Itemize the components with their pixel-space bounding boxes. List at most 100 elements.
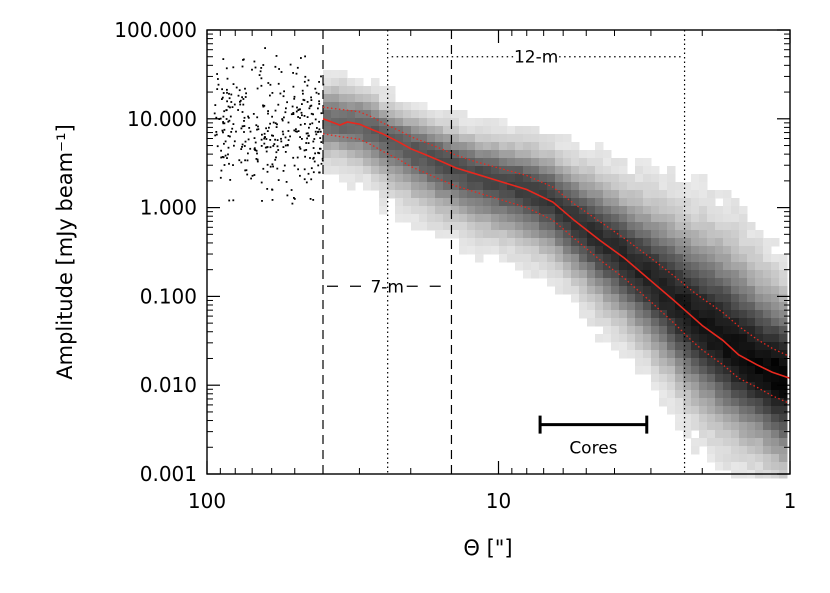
- density-cell: [339, 94, 348, 103]
- data-point: [246, 173, 249, 176]
- density-cell: [339, 110, 348, 119]
- density-cell: [683, 390, 692, 399]
- density-cell: [755, 350, 764, 359]
- density-cell: [603, 238, 612, 247]
- density-cell: [563, 134, 572, 143]
- density-cell: [467, 166, 476, 175]
- data-point: [320, 75, 322, 78]
- density-cell: [739, 278, 748, 287]
- density-cell: [683, 382, 692, 391]
- density-cell: [475, 118, 484, 127]
- density-cell: [683, 254, 692, 263]
- density-cell: [723, 422, 732, 431]
- density-cell: [667, 374, 676, 383]
- density-cell: [499, 230, 508, 239]
- density-cell: [731, 462, 740, 471]
- density-cell: [427, 158, 436, 167]
- data-point: [260, 77, 263, 80]
- data-point: [307, 142, 310, 144]
- density-cell: [627, 198, 636, 207]
- density-cell: [659, 390, 668, 399]
- data-point: [254, 141, 257, 144]
- density-cell: [563, 262, 572, 271]
- density-cell: [667, 206, 676, 215]
- density-cell: [443, 230, 452, 239]
- density-cell: [499, 222, 508, 231]
- data-point: [271, 163, 274, 166]
- density-cell: [683, 262, 692, 271]
- density-cell: [715, 238, 724, 247]
- data-point: [255, 158, 258, 160]
- density-cell: [611, 310, 620, 319]
- y-axis-title: Amplitude [mJy beam⁻¹]: [53, 124, 77, 380]
- data-point: [214, 134, 217, 137]
- data-point: [241, 146, 243, 148]
- density-cell: [723, 350, 732, 359]
- density-cell: [619, 286, 628, 295]
- data-point: [257, 125, 259, 128]
- density-cell: [779, 318, 788, 327]
- data-point: [233, 103, 236, 106]
- data-point: [276, 145, 279, 148]
- density-cell: [427, 206, 436, 215]
- density-cell: [691, 422, 700, 431]
- density-cell: [715, 398, 724, 407]
- density-cell: [731, 230, 740, 239]
- data-point: [282, 133, 285, 136]
- density-cell: [347, 182, 356, 191]
- density-cell: [339, 134, 348, 143]
- density-cell: [643, 214, 652, 223]
- density-cell: [715, 294, 724, 303]
- density-cell: [507, 158, 516, 167]
- density-cell: [771, 430, 780, 439]
- density-cell: [579, 262, 588, 271]
- density-cell: [475, 230, 484, 239]
- density-cell: [731, 270, 740, 279]
- density-cell: [771, 438, 780, 447]
- density-cell: [539, 262, 548, 271]
- density-cell: [339, 102, 348, 111]
- density-cell: [539, 158, 548, 167]
- density-cell: [779, 270, 788, 279]
- density-cell: [779, 254, 788, 263]
- density-cell: [707, 422, 716, 431]
- density-cell: [483, 190, 492, 199]
- density-cell: [611, 294, 620, 303]
- density-cell: [739, 222, 748, 231]
- density-cell: [547, 174, 556, 183]
- density-cell: [555, 246, 564, 255]
- density-cell: [467, 174, 476, 183]
- data-point: [216, 88, 219, 90]
- density-cell: [619, 326, 628, 335]
- density-cell: [339, 166, 348, 175]
- density-cell: [595, 262, 604, 271]
- density-cell: [771, 374, 780, 383]
- density-cell: [587, 262, 596, 271]
- density-cell: [715, 438, 724, 447]
- density-cell: [707, 246, 716, 255]
- density-cell: [403, 214, 412, 223]
- data-point: [223, 164, 226, 166]
- data-point: [315, 91, 318, 94]
- density-cell: [771, 398, 780, 407]
- data-point: [251, 174, 254, 177]
- density-cell: [363, 174, 372, 183]
- density-cell: [739, 350, 748, 359]
- density-cell: [635, 262, 644, 271]
- density-cell: [435, 190, 444, 199]
- density-cell: [571, 142, 580, 151]
- density-cell: [699, 430, 708, 439]
- density-cell: [531, 142, 540, 151]
- density-cell: [403, 126, 412, 135]
- data-point: [297, 116, 299, 118]
- density-cell: [403, 102, 412, 111]
- density-cell: [563, 166, 572, 175]
- density-cell: [683, 414, 692, 423]
- data-point: [232, 199, 235, 202]
- density-cell: [563, 230, 572, 239]
- density-cell: [587, 158, 596, 167]
- density-cell: [683, 422, 692, 431]
- density-cell: [555, 150, 564, 159]
- density-cell: [683, 350, 692, 359]
